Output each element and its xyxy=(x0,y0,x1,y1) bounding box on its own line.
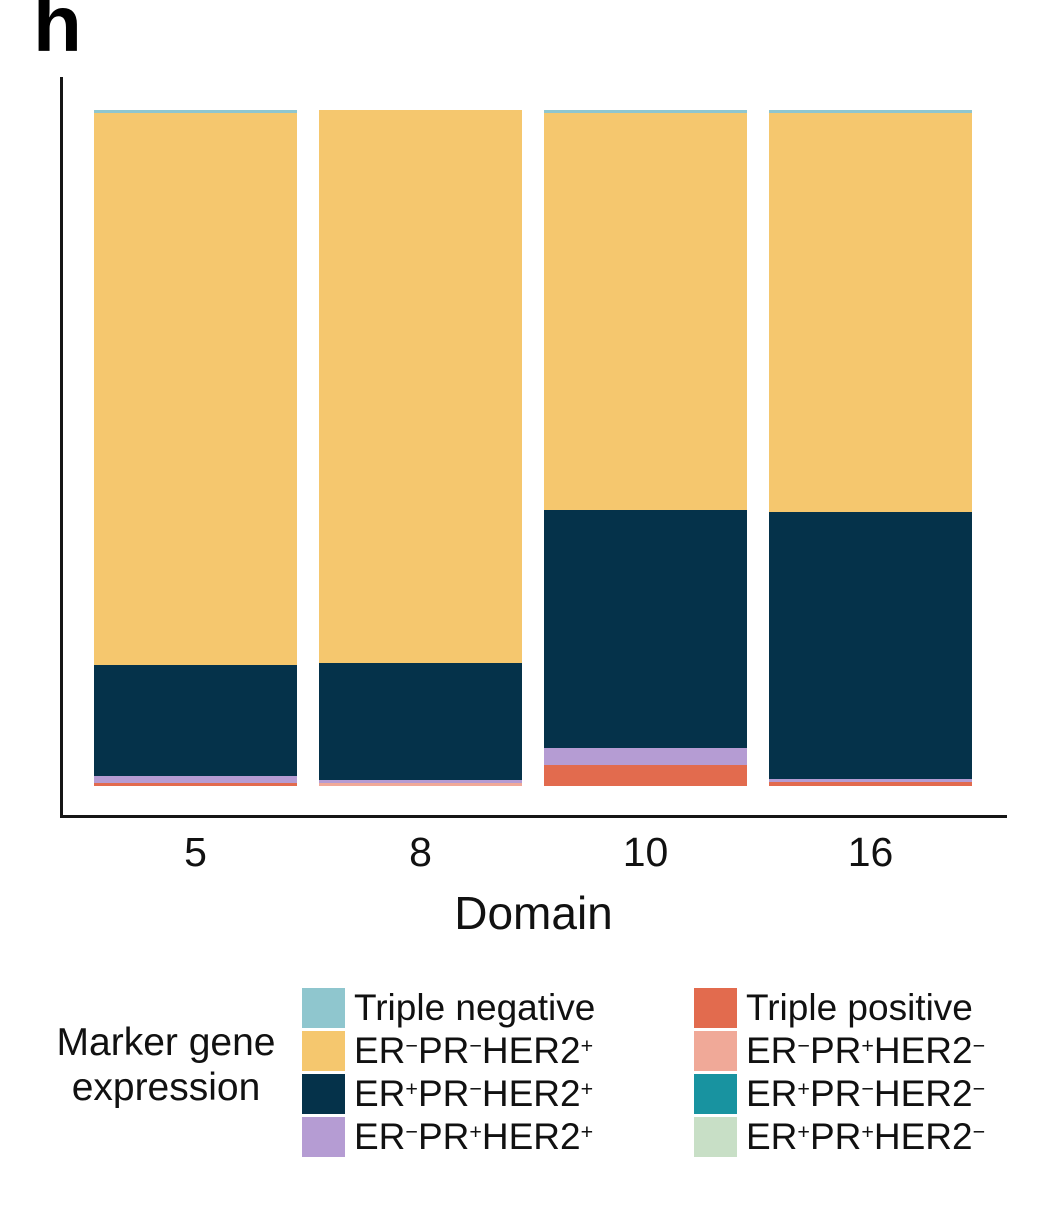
segment-er_neg_pr_pos_her2_pos xyxy=(94,775,297,783)
legend-label-triple_positive: Triple positive xyxy=(746,987,973,1028)
bar-domain-16 xyxy=(769,110,972,786)
segment-er_pos_pr_neg_her2_pos xyxy=(769,511,972,779)
legend-swatch-er_neg_pr_pos_her2_neg xyxy=(694,1031,737,1071)
segment-er_pos_pr_neg_her2_pos xyxy=(544,509,747,748)
legend-label-er_neg_pr_pos_her2_neg: ER−PR+HER2− xyxy=(746,1030,986,1071)
segment-er_neg_pr_pos_her2_pos xyxy=(769,778,972,783)
x-tick-label-10: 10 xyxy=(622,829,669,875)
legend-label-er_pos_pr_neg_her2_neg: ER+PR−HER2− xyxy=(746,1073,986,1114)
segment-er_neg_pr_pos_her2_neg xyxy=(319,782,522,786)
bar-domain-10 xyxy=(544,110,747,786)
legend-swatch-triple_negative xyxy=(302,988,345,1028)
bar-domain-8 xyxy=(319,110,522,786)
y-axis-line xyxy=(60,77,63,818)
segment-er_pos_pr_neg_her2_pos xyxy=(94,664,297,776)
segment-triple_negative xyxy=(769,110,972,114)
segment-er_neg_pr_neg_her2_pos xyxy=(319,110,522,663)
legend-label-er_pos_pr_neg_her2_pos: ER+PR−HER2+ xyxy=(354,1073,594,1114)
segment-er_neg_pr_pos_her2_pos xyxy=(544,747,747,765)
legend-swatch-er_pos_pr_neg_her2_neg xyxy=(694,1074,737,1114)
x-axis-line xyxy=(60,815,1007,818)
x-tick-label-16: 16 xyxy=(847,829,894,875)
legend-title-line-1: Marker gene xyxy=(56,1021,276,1064)
legend-swatch-triple_positive xyxy=(694,988,737,1028)
legend-title: Marker gene expression xyxy=(38,1020,294,1110)
legend-title-line-2: expression xyxy=(71,1066,261,1109)
x-axis-title: Domain xyxy=(454,887,613,939)
segment-er_neg_pr_pos_her2_pos xyxy=(319,779,522,783)
bar-domain-5 xyxy=(94,110,297,786)
segment-er_neg_pr_neg_her2_pos xyxy=(544,113,747,510)
segment-triple_positive xyxy=(544,764,747,786)
segment-triple_positive xyxy=(769,782,972,786)
segment-triple_negative xyxy=(544,110,747,114)
legend-label-triple_negative: Triple negative xyxy=(354,987,596,1028)
segment-er_pos_pr_neg_her2_pos xyxy=(319,662,522,780)
segment-er_neg_pr_neg_her2_pos xyxy=(769,113,972,512)
panel-label: h xyxy=(33,0,82,68)
legend-label-er_neg_pr_neg_her2_pos: ER−PR−HER2+ xyxy=(354,1030,594,1071)
segment-triple_negative xyxy=(94,110,297,114)
x-tick-label-5: 5 xyxy=(184,829,207,875)
legend-swatch-er_pos_pr_neg_her2_pos xyxy=(302,1074,345,1114)
segment-triple_positive xyxy=(94,782,297,786)
segment-er_neg_pr_neg_her2_pos xyxy=(94,113,297,665)
legend-swatch-er_neg_pr_pos_her2_pos xyxy=(302,1117,345,1157)
legend-swatch-er_neg_pr_neg_her2_pos xyxy=(302,1031,345,1071)
legend-swatch-er_pos_pr_pos_her2_neg xyxy=(694,1117,737,1157)
legend-label-er_neg_pr_pos_her2_pos: ER−PR+HER2+ xyxy=(354,1116,594,1157)
legend-label-er_pos_pr_pos_her2_neg: ER+PR+HER2− xyxy=(746,1116,986,1157)
x-tick-label-8: 8 xyxy=(409,829,432,875)
